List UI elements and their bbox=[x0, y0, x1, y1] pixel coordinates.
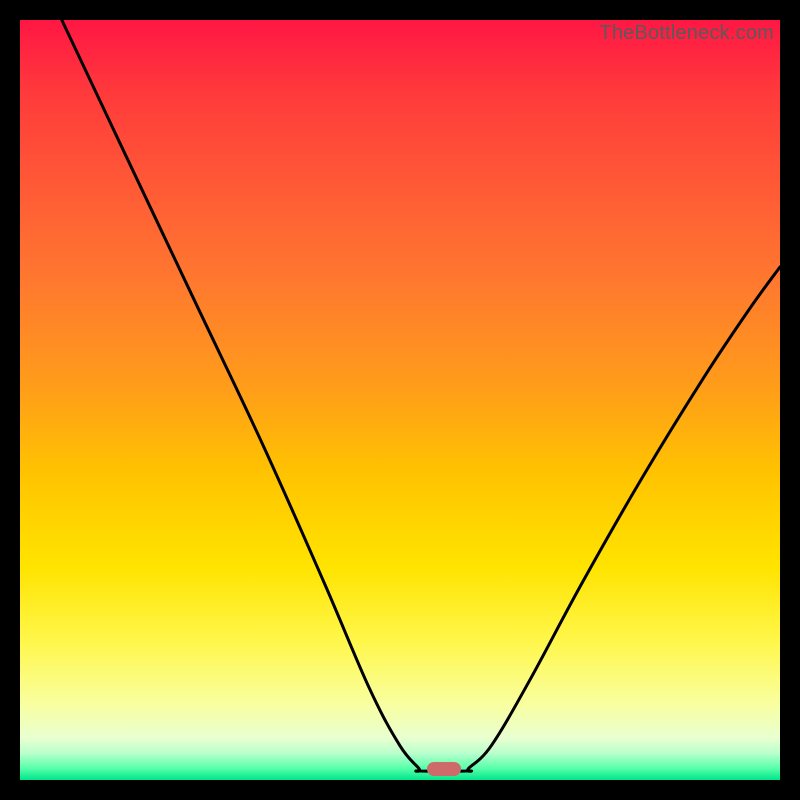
watermark-text: TheBottleneck.com bbox=[599, 22, 774, 45]
plot-area: TheBottleneck.com bbox=[20, 20, 780, 780]
chart-frame: TheBottleneck.com bbox=[0, 0, 800, 800]
optimal-marker bbox=[427, 762, 461, 776]
bottleneck-curve bbox=[20, 20, 780, 780]
